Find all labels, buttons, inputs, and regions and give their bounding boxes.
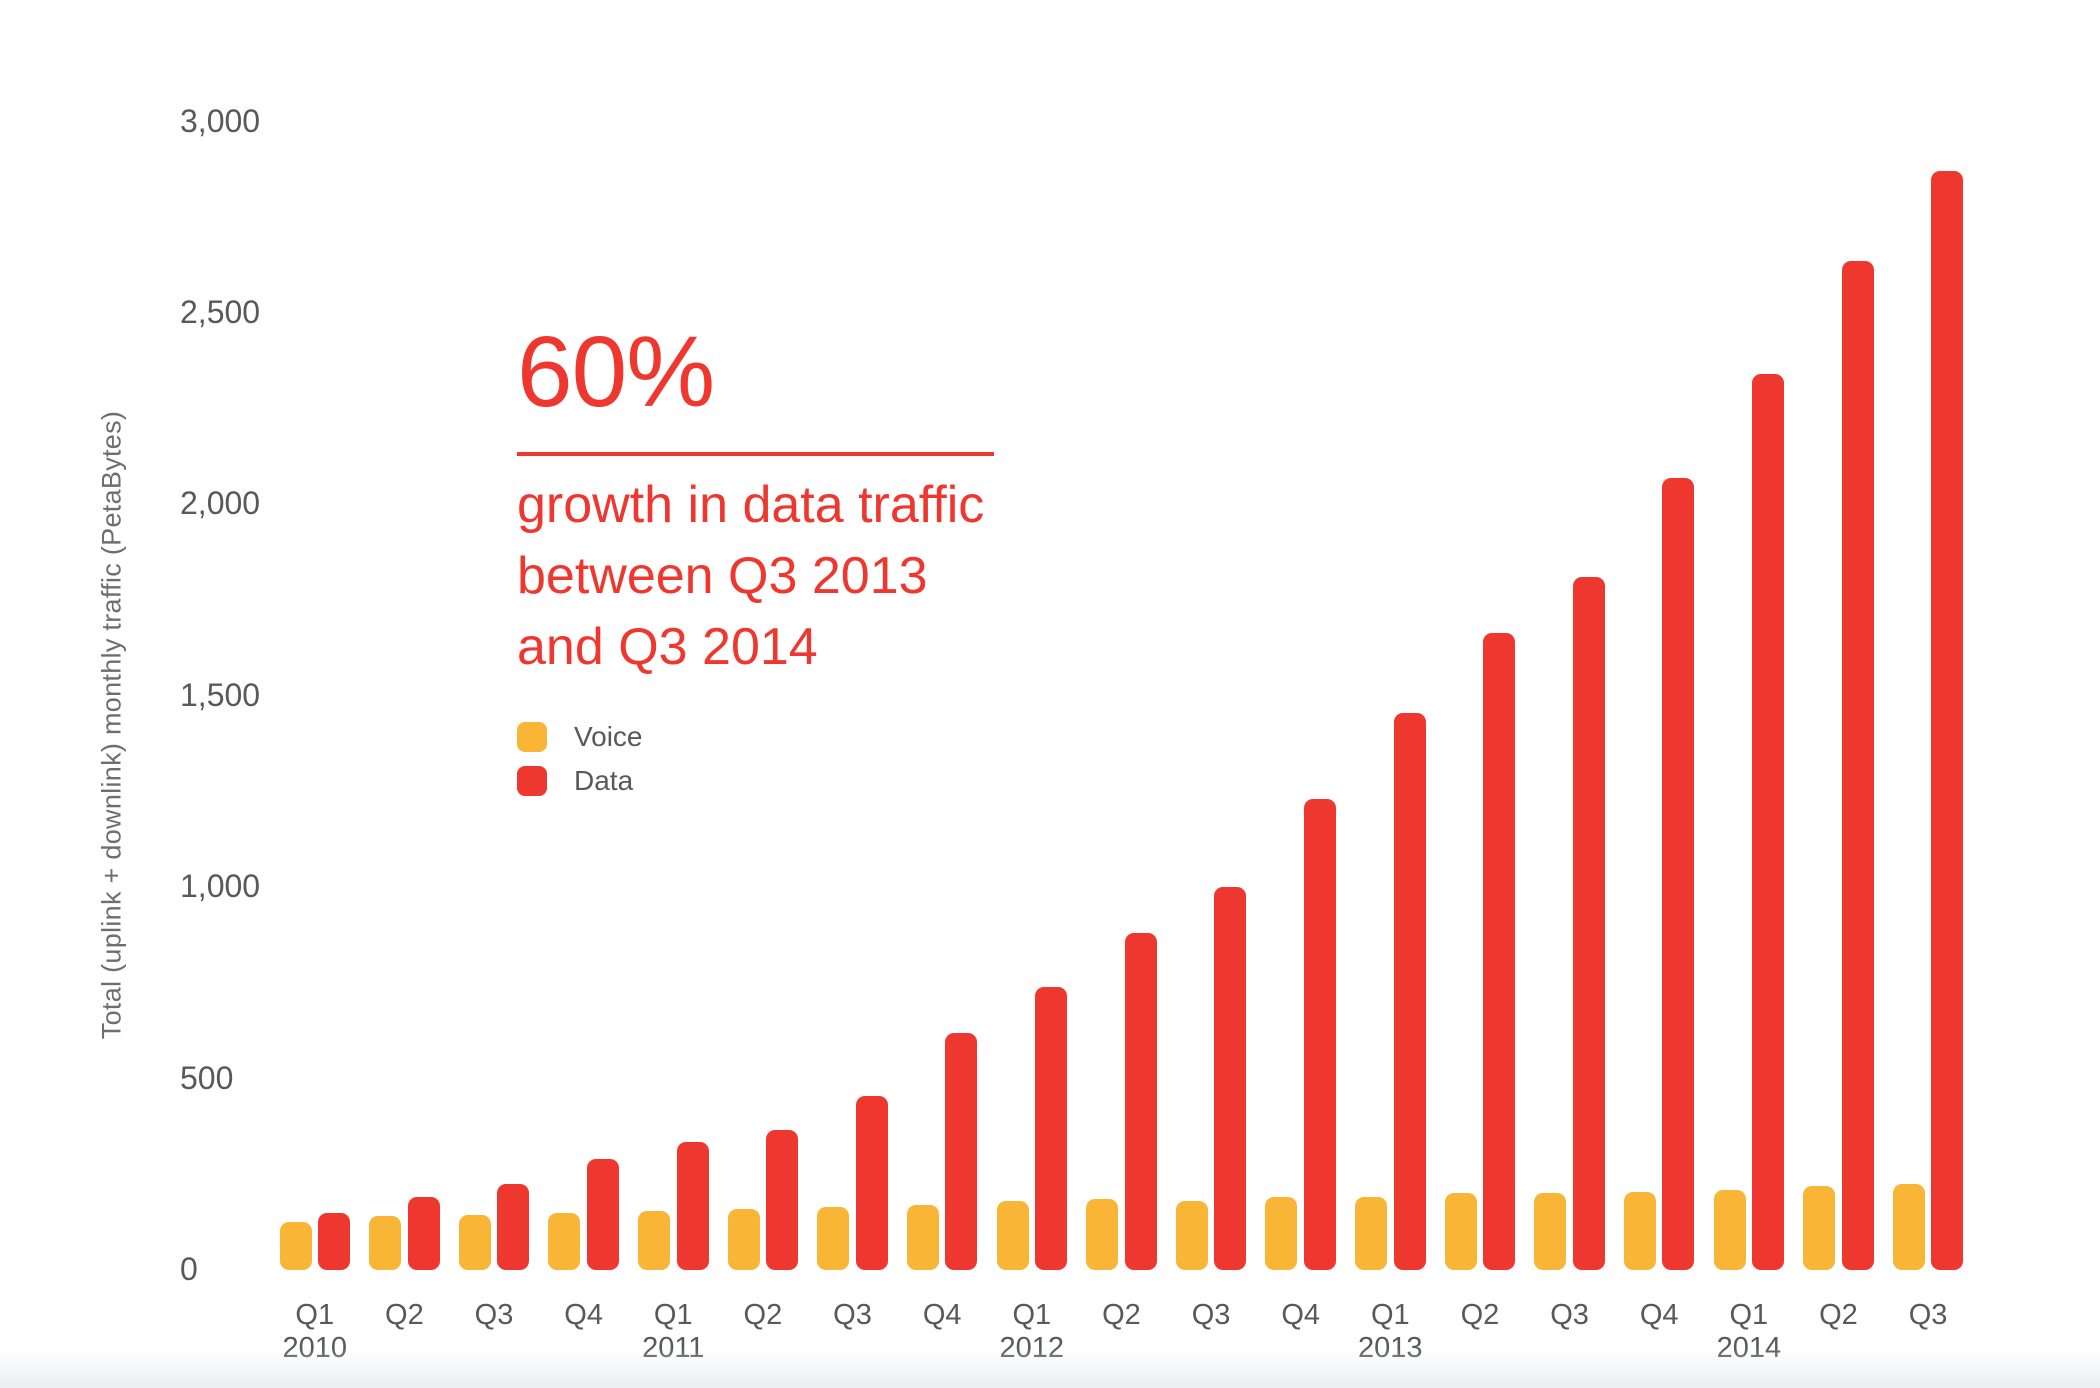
legend-item-data: Data (517, 765, 643, 796)
bar-data-Q3 (1214, 887, 1247, 1270)
bar-data-Q1-2012 (1035, 986, 1068, 1270)
bar-data-Q4 (945, 1032, 978, 1270)
x-tick-quarter: Q1 (1012, 1299, 1052, 1331)
x-tick-quarter: Q2 (1460, 1299, 1500, 1331)
y-tick-label: 2,000 (180, 485, 261, 522)
voice-swatch-icon (517, 722, 547, 752)
bar-data-Q3 (497, 1183, 530, 1270)
bar-data-Q1-2014 (1752, 374, 1785, 1270)
x-tick-quarter: Q3 (833, 1299, 872, 1331)
bar-data-Q1-2010 (318, 1212, 350, 1270)
bar-voice-Q1-2012 (996, 1201, 1029, 1270)
bar-data-Q3 (855, 1095, 888, 1270)
legend: Voice Data (517, 721, 643, 810)
bar-voice-Q1-2013 (1355, 1197, 1388, 1270)
x-tick-quarter: Q4 (1281, 1299, 1321, 1331)
x-tick-quarter: Q3 (1908, 1299, 1948, 1331)
data-swatch-icon (517, 766, 547, 796)
bar-voice-Q4 (548, 1212, 581, 1270)
bar-voice-Q2 (727, 1208, 760, 1270)
legend-item-voice: Voice (517, 721, 643, 752)
annotation-line: between Q3 2013 (517, 547, 928, 605)
bar-data-Q3 (1931, 171, 1964, 1270)
x-tick-quarter: Q4 (922, 1299, 962, 1331)
bottom-fade (0, 1348, 2100, 1388)
y-tick-label: 2,500 (180, 293, 261, 330)
y-tick-label: 500 (180, 1059, 234, 1096)
bar-data-Q4 (1662, 477, 1695, 1270)
bar-data-Q3 (1572, 577, 1605, 1270)
annotation-text: growth in data traffic between Q3 2013 a… (517, 470, 1117, 683)
x-tick-quarter: Q1 (1370, 1299, 1410, 1331)
bar-voice-Q2 (1086, 1199, 1119, 1270)
legend-label: Voice (574, 721, 643, 752)
bar-data-Q2 (766, 1130, 799, 1270)
annotation-block: 60% growth in data traffic between Q3 20… (517, 322, 1117, 683)
x-tick-quarter: Q4 (1639, 1299, 1679, 1331)
x-tick-quarter: Q2 (385, 1299, 424, 1331)
bar-voice-Q3 (1175, 1201, 1208, 1270)
bar-voice-Q2 (1444, 1193, 1477, 1270)
annotation-underline (517, 452, 994, 456)
bar-voice-Q4 (1265, 1197, 1298, 1270)
bar-voice-Q3 (1534, 1193, 1567, 1270)
bar-data-Q1-2013 (1393, 713, 1426, 1270)
annotation-headline: 60% (517, 316, 715, 428)
bar-voice-Q3 (1892, 1183, 1925, 1270)
annotation-line: growth in data traffic (517, 476, 985, 534)
bar-voice-Q4 (1623, 1191, 1656, 1270)
x-tick-quarter: Q3 (474, 1299, 514, 1331)
y-tick-label: 1,000 (180, 867, 261, 904)
bar-data-Q2 (1124, 933, 1157, 1270)
x-tick-quarter: Q2 (743, 1299, 783, 1331)
legend-label: Data (574, 765, 634, 796)
bar-voice-Q3 (817, 1206, 850, 1270)
bar-data-Q4 (586, 1159, 619, 1270)
bar-voice-Q1-2011 (638, 1210, 671, 1270)
bar-data-Q2 (1483, 632, 1516, 1270)
y-tick-label: 3,000 (180, 102, 261, 139)
x-tick-quarter: Q3 (1191, 1299, 1231, 1331)
bar-data-Q2 (1841, 261, 1874, 1270)
bar-voice-Q2 (1803, 1185, 1836, 1270)
y-tick-label: 1,500 (180, 676, 261, 713)
y-axis-title: Total (uplink + downlink) monthly traffi… (96, 410, 127, 1040)
bar-voice-Q1-2010 (279, 1222, 312, 1270)
x-tick-quarter: Q2 (1102, 1299, 1141, 1331)
x-tick-quarter: Q1 (295, 1299, 335, 1331)
x-tick-quarter: Q1 (1729, 1299, 1769, 1331)
x-tick-quarter: Q4 (564, 1299, 603, 1331)
x-tick-quarter: Q3 (1550, 1299, 1589, 1331)
bar-data-Q4 (1303, 799, 1336, 1270)
bar-data-Q1-2011 (676, 1141, 709, 1270)
bar-data-Q2 (407, 1197, 440, 1270)
x-tick-quarter: Q2 (1819, 1299, 1858, 1331)
bar-voice-Q3 (458, 1214, 491, 1270)
x-tick-quarter: Q1 (653, 1299, 693, 1331)
bar-voice-Q4 (906, 1204, 939, 1270)
bar-voice-Q1-2014 (1713, 1189, 1746, 1270)
bar-voice-Q2 (369, 1216, 402, 1270)
annotation-line: and Q3 2014 (517, 618, 818, 676)
y-tick-label: 0 (180, 1250, 198, 1287)
